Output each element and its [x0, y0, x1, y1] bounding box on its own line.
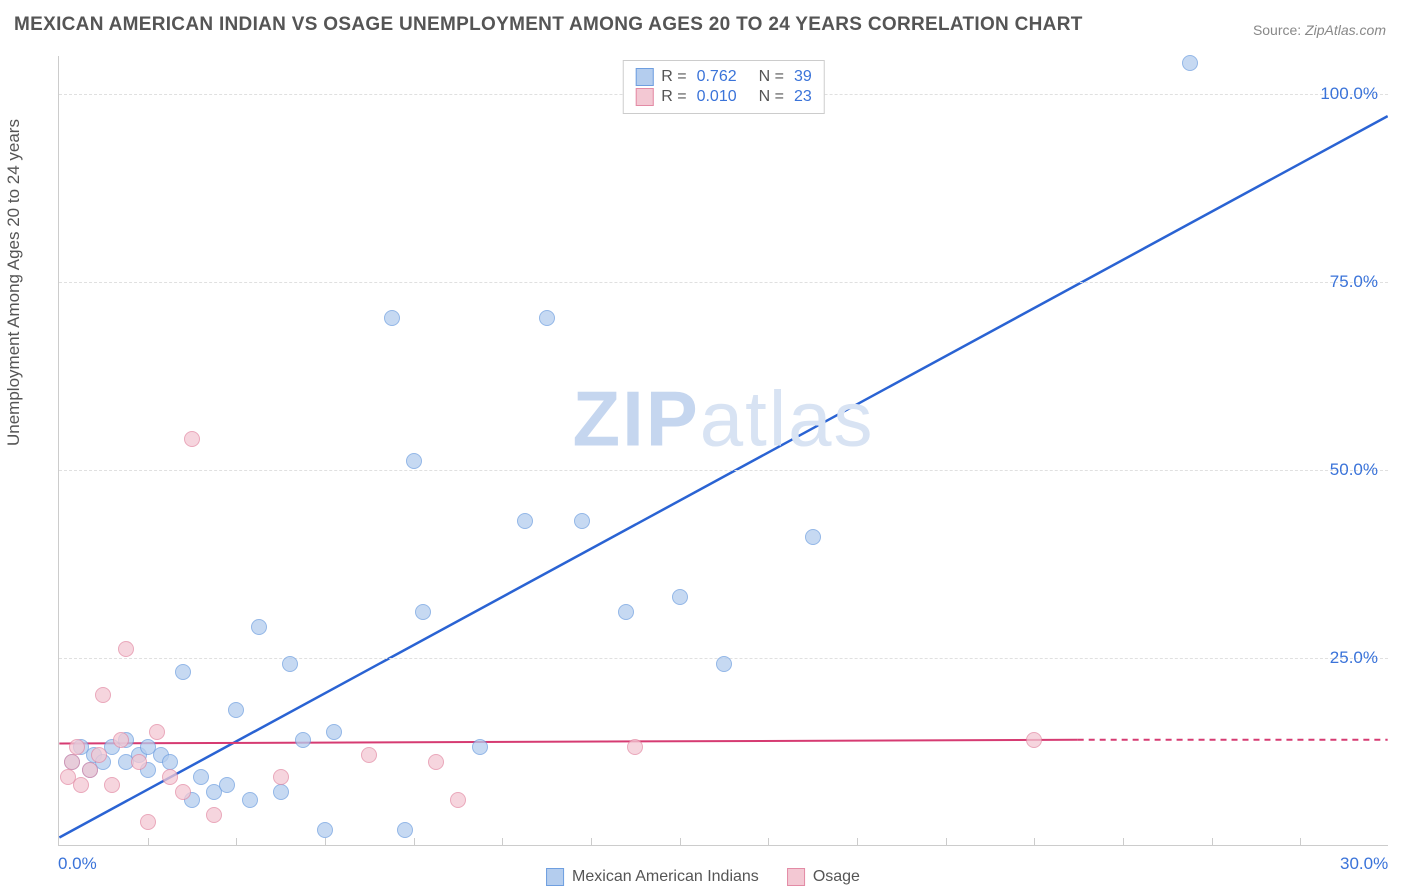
data-point [415, 604, 431, 620]
y-tick-label: 50.0% [1330, 460, 1378, 480]
data-point [219, 777, 235, 793]
regression-lines-svg [59, 56, 1388, 845]
data-point [242, 792, 258, 808]
data-point [162, 769, 178, 785]
x-tick [591, 838, 592, 846]
r-value: 0.762 [697, 68, 737, 86]
data-point [193, 769, 209, 785]
x-tick [502, 838, 503, 846]
source-label: Source: [1253, 22, 1301, 38]
source-value: ZipAtlas.com [1305, 22, 1386, 38]
x-tick [857, 838, 858, 846]
data-point [82, 762, 98, 778]
x-tick [236, 838, 237, 846]
data-point [1026, 732, 1042, 748]
data-point [472, 739, 488, 755]
data-point [326, 724, 342, 740]
data-point [228, 702, 244, 718]
data-point [73, 777, 89, 793]
data-point [64, 754, 80, 770]
legend-swatch [635, 68, 653, 86]
x-tick [414, 838, 415, 846]
chart-title: MEXICAN AMERICAN INDIAN VS OSAGE UNEMPLO… [14, 14, 1083, 36]
n-label: N = [759, 68, 784, 86]
data-point [397, 822, 413, 838]
gridline [59, 282, 1388, 283]
data-point [251, 619, 267, 635]
x-tick-label: 30.0% [1340, 854, 1388, 874]
series-legend-item: Osage [787, 868, 860, 886]
x-tick [1300, 838, 1301, 846]
x-tick [768, 838, 769, 846]
data-point [69, 739, 85, 755]
watermark: ZIPatlas [572, 373, 874, 464]
data-point [131, 754, 147, 770]
data-point [428, 754, 444, 770]
data-point [618, 604, 634, 620]
r-value: 0.010 [697, 88, 737, 106]
data-point [627, 739, 643, 755]
gridline [59, 470, 1388, 471]
data-point [149, 724, 165, 740]
data-point [672, 589, 688, 605]
data-point [384, 310, 400, 326]
data-point [406, 453, 422, 469]
x-tick [1034, 838, 1035, 846]
data-point [140, 814, 156, 830]
x-tick [1212, 838, 1213, 846]
data-point [184, 431, 200, 447]
data-point [91, 747, 107, 763]
series-legend: Mexican American Indians Osage [546, 868, 860, 886]
data-point [517, 513, 533, 529]
x-tick [680, 838, 681, 846]
correlation-legend-row: R = 0.762 N = 39 [635, 68, 812, 86]
legend-swatch [546, 868, 564, 886]
data-point [295, 732, 311, 748]
data-point [104, 777, 120, 793]
legend-swatch [787, 868, 805, 886]
data-point [805, 529, 821, 545]
n-label: N = [759, 88, 784, 106]
data-point [113, 732, 129, 748]
data-point [716, 656, 732, 672]
source-attribution: Source: ZipAtlas.com [1253, 22, 1386, 38]
x-tick [148, 838, 149, 846]
data-point [361, 747, 377, 763]
x-tick [325, 838, 326, 846]
x-tick [1123, 838, 1124, 846]
series-name: Mexican American Indians [572, 868, 759, 886]
r-label: R = [661, 88, 686, 106]
r-label: R = [661, 68, 686, 86]
data-point [118, 641, 134, 657]
watermark-zip: ZIP [572, 374, 699, 462]
y-tick-label: 25.0% [1330, 648, 1378, 668]
n-value: 23 [794, 88, 812, 106]
n-value: 39 [794, 68, 812, 86]
data-point [450, 792, 466, 808]
series-name: Osage [813, 868, 860, 886]
x-tick [946, 838, 947, 846]
correlation-legend-row: R = 0.010 N = 23 [635, 88, 812, 106]
data-point [282, 656, 298, 672]
data-point [175, 664, 191, 680]
chart-plot-area: ZIPatlas R = 0.762 N = 39 R = 0.010 N = 23 25.0… [58, 56, 1388, 846]
data-point [95, 687, 111, 703]
data-point [574, 513, 590, 529]
y-axis-title: Unemployment Among Ages 20 to 24 years [4, 119, 24, 446]
y-tick-label: 75.0% [1330, 272, 1378, 292]
data-point [539, 310, 555, 326]
series-legend-item: Mexican American Indians [546, 868, 759, 886]
data-point [273, 784, 289, 800]
legend-swatch [635, 88, 653, 106]
data-point [273, 769, 289, 785]
y-tick-label: 100.0% [1320, 84, 1378, 104]
x-tick-label: 0.0% [58, 854, 97, 874]
data-point [206, 807, 222, 823]
watermark-atlas: atlas [700, 374, 875, 462]
data-point [317, 822, 333, 838]
data-point [162, 754, 178, 770]
data-point [1182, 55, 1198, 71]
data-point [175, 784, 191, 800]
correlation-legend: R = 0.762 N = 39 R = 0.010 N = 23 [622, 60, 825, 114]
